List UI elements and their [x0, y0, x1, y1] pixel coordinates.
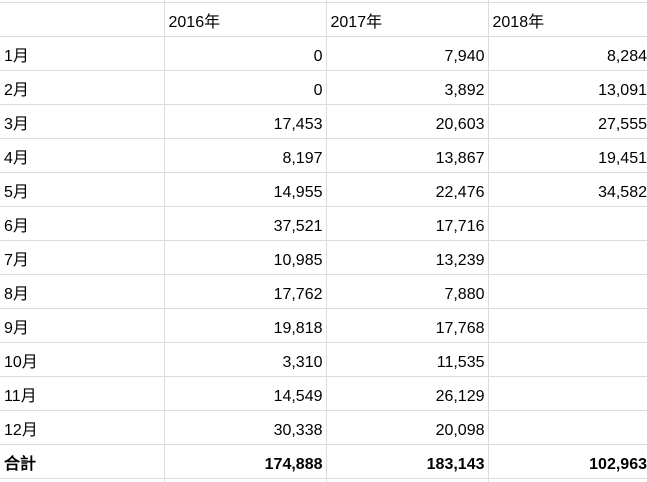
cell-2017[interactable]: 17,768: [325, 308, 489, 343]
row-label[interactable]: 2月: [0, 70, 165, 105]
total-cell-2016[interactable]: 174,888: [163, 444, 327, 479]
row-label[interactable]: 9月: [0, 308, 165, 343]
table-row-nov: 11月 14,549 26,129: [0, 376, 647, 411]
table-row-mar: 3月 17,453 20,603 27,555: [0, 104, 647, 139]
cell-2016[interactable]: 8,197: [163, 138, 327, 173]
cell-2016[interactable]: 10,985: [163, 240, 327, 275]
row-label[interactable]: 4月: [0, 138, 165, 173]
row-label[interactable]: 10月: [0, 342, 165, 377]
cell-2018[interactable]: [487, 274, 647, 309]
cell-2016[interactable]: 30,338: [163, 410, 327, 445]
cell-2016[interactable]: 17,762: [163, 274, 327, 309]
table-row-dec: 12月 30,338 20,098: [0, 410, 647, 445]
table-row-sep: 9月 19,818 17,768: [0, 308, 647, 343]
row-label[interactable]: 8月: [0, 274, 165, 309]
partial-cell: [487, 478, 647, 482]
cell-2017[interactable]: 20,603: [325, 104, 489, 139]
cell-2016[interactable]: 3,310: [163, 342, 327, 377]
table-row-oct: 10月 3,310 11,535: [0, 342, 647, 377]
partial-row-below: [0, 478, 647, 482]
partial-cell: [163, 478, 327, 482]
row-label[interactable]: 5月: [0, 172, 165, 207]
cell-2017[interactable]: 13,867: [325, 138, 489, 173]
total-cell-2018[interactable]: 102,963: [487, 444, 647, 479]
table-row-jun: 6月 37,521 17,716: [0, 206, 647, 241]
table-row-aug: 8月 17,762 7,880: [0, 274, 647, 309]
cell-2016[interactable]: 0: [163, 36, 327, 71]
table-row-jul: 7月 10,985 13,239: [0, 240, 647, 275]
table-row-feb: 2月 0 3,892 13,091: [0, 70, 647, 105]
cell-2016[interactable]: 14,955: [163, 172, 327, 207]
partial-cell: [325, 478, 489, 482]
cell-2018[interactable]: [487, 308, 647, 343]
header-row: 2016年 2017年 2018年: [0, 2, 647, 37]
cell-2016[interactable]: 37,521: [163, 206, 327, 241]
total-row-label[interactable]: 合計: [0, 444, 165, 479]
cell-2017[interactable]: 20,098: [325, 410, 489, 445]
column-header-2018[interactable]: 2018年: [487, 2, 647, 37]
cell-2017[interactable]: 7,940: [325, 36, 489, 71]
cell-2018[interactable]: 34,582: [487, 172, 647, 207]
cell-2017[interactable]: 17,716: [325, 206, 489, 241]
cell-2016[interactable]: 14,549: [163, 376, 327, 411]
row-label[interactable]: 12月: [0, 410, 165, 445]
cell-2016[interactable]: 19,818: [163, 308, 327, 343]
cell-2018[interactable]: [487, 342, 647, 377]
cell-2018[interactable]: [487, 410, 647, 445]
column-header-2017[interactable]: 2017年: [325, 2, 489, 37]
partial-cell: [0, 478, 165, 482]
cell-2018[interactable]: [487, 240, 647, 275]
table-row-apr: 4月 8,197 13,867 19,451: [0, 138, 647, 173]
row-label[interactable]: 1月: [0, 36, 165, 71]
cell-2017[interactable]: 22,476: [325, 172, 489, 207]
table-row-jan: 1月 0 7,940 8,284: [0, 36, 647, 71]
total-row: 合計 174,888 183,143 102,963: [0, 444, 647, 479]
cell-2017[interactable]: 26,129: [325, 376, 489, 411]
cell-2017[interactable]: 3,892: [325, 70, 489, 105]
table-row-may: 5月 14,955 22,476 34,582: [0, 172, 647, 207]
cell-2018[interactable]: 27,555: [487, 104, 647, 139]
cell-2018[interactable]: 13,091: [487, 70, 647, 105]
cell-2018[interactable]: 8,284: [487, 36, 647, 71]
column-header-2016[interactable]: 2016年: [163, 2, 327, 37]
row-label[interactable]: 11月: [0, 376, 165, 411]
row-label[interactable]: 6月: [0, 206, 165, 241]
row-label[interactable]: 7月: [0, 240, 165, 275]
cell-2016[interactable]: 17,453: [163, 104, 327, 139]
cell-2018[interactable]: 19,451: [487, 138, 647, 173]
row-label[interactable]: 3月: [0, 104, 165, 139]
cell-2017[interactable]: 7,880: [325, 274, 489, 309]
cell-2016[interactable]: 0: [163, 70, 327, 105]
cell-2018[interactable]: [487, 206, 647, 241]
total-cell-2017[interactable]: 183,143: [325, 444, 489, 479]
cell-2017[interactable]: 11,535: [325, 342, 489, 377]
corner-cell[interactable]: [0, 2, 165, 37]
cell-2017[interactable]: 13,239: [325, 240, 489, 275]
cell-2018[interactable]: [487, 376, 647, 411]
